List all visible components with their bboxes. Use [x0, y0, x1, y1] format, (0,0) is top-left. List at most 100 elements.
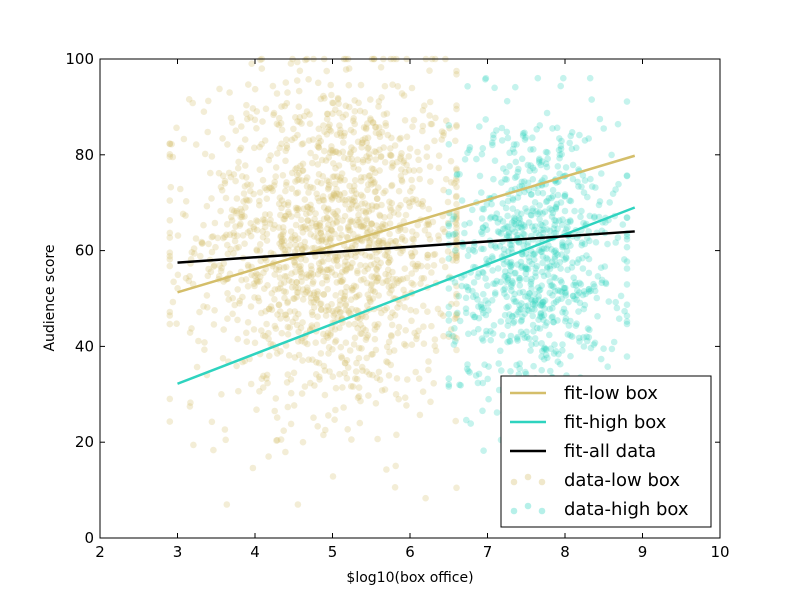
scatter-point — [587, 175, 594, 183]
scatter-point — [205, 97, 212, 105]
scatter-point — [309, 245, 316, 252]
scatter-point — [529, 134, 536, 141]
scatter-point — [372, 129, 380, 136]
scatter-point — [239, 232, 247, 239]
scatter-point — [353, 293, 361, 300]
scatter-point — [369, 287, 377, 295]
scatter-point — [320, 215, 328, 223]
scatter-point — [337, 309, 344, 317]
scatter-point — [192, 235, 200, 242]
scatter-point — [412, 262, 419, 270]
scatter-point — [166, 234, 174, 241]
scatter-point — [368, 351, 375, 358]
scatter-point — [524, 306, 531, 314]
scatter-point — [478, 150, 486, 158]
scatter-point — [419, 203, 427, 210]
scatter-point — [342, 251, 350, 258]
scatter-point — [203, 202, 211, 210]
scatter-point — [362, 336, 370, 344]
scatter-point — [386, 230, 393, 238]
scatter-point — [347, 383, 355, 390]
scatter-point — [372, 123, 379, 131]
scatter-point — [529, 250, 537, 258]
scatter-point — [552, 205, 560, 213]
scatter-point — [368, 181, 375, 188]
scatter-point — [336, 225, 344, 232]
scatter-point — [237, 213, 244, 221]
scatter-point — [558, 279, 565, 286]
scatter-point — [244, 181, 251, 188]
scatter-point — [623, 172, 631, 179]
scatter-point — [526, 167, 533, 175]
scatter-point — [535, 159, 543, 166]
scatter-point — [552, 298, 560, 306]
scatter-point — [581, 137, 589, 144]
scatter-point — [426, 112, 433, 119]
scatter-point — [452, 247, 459, 254]
scatter-point — [453, 123, 460, 130]
scatter-point — [424, 251, 431, 259]
scatter-point — [610, 338, 618, 346]
scatter-point — [576, 279, 583, 287]
scatter-point — [541, 174, 548, 182]
scatter-point — [515, 239, 523, 246]
scatter-point — [326, 121, 333, 128]
scatter-point — [542, 345, 549, 353]
scatter-point — [516, 306, 523, 313]
scatter-point — [430, 380, 438, 387]
scatter-point — [585, 135, 592, 142]
scatter-point — [388, 282, 395, 290]
scatter-point — [454, 309, 461, 317]
scatter-point — [329, 110, 336, 117]
scatter-point — [251, 116, 259, 124]
scatter-point — [269, 82, 277, 90]
scatter-point — [383, 358, 390, 365]
scatter-point — [453, 314, 460, 322]
scatter-point — [278, 103, 285, 110]
scatter-point — [347, 205, 355, 212]
scatter-point — [367, 115, 374, 122]
scatter-point — [193, 363, 201, 371]
scatter-point — [453, 229, 460, 236]
scatter-point — [263, 320, 270, 328]
scatter-point — [242, 196, 250, 203]
scatter-point — [351, 320, 359, 328]
scatter-point — [374, 435, 381, 443]
scatter-point — [558, 221, 566, 228]
scatter-point — [400, 157, 408, 165]
scatter-point — [236, 146, 243, 154]
scatter-point — [281, 215, 289, 223]
scatter-point — [265, 329, 272, 337]
scatter-point — [367, 298, 374, 306]
scatter-point — [290, 258, 298, 266]
scatter-point — [299, 245, 306, 252]
scatter-point — [562, 226, 570, 233]
scatter-point — [188, 325, 195, 332]
scatter-point — [464, 361, 471, 368]
scatter-point — [386, 254, 393, 262]
scatter-point — [349, 198, 357, 206]
scatter-point — [445, 317, 453, 324]
scatter-point — [523, 265, 531, 272]
scatter-point — [275, 200, 283, 208]
scatter-point — [568, 264, 576, 271]
scatter-point — [560, 305, 568, 313]
scatter-point — [462, 294, 470, 302]
scatter-point — [402, 211, 410, 219]
scatter-point — [322, 312, 330, 319]
scatter-point — [349, 286, 357, 293]
scatter-point — [342, 359, 349, 367]
scatter-point — [336, 278, 344, 285]
scatter-point — [435, 164, 443, 172]
scatter-point — [489, 267, 496, 274]
scatter-point — [255, 297, 263, 305]
scatter-point — [425, 221, 433, 229]
scatter-point — [361, 135, 369, 142]
scatter-point — [297, 162, 304, 170]
scatter-point — [452, 137, 459, 145]
scatter-point — [243, 101, 250, 109]
scatter-point — [462, 309, 470, 317]
scatter-point — [509, 312, 516, 320]
scatter-point — [578, 241, 585, 249]
scatter-point — [580, 219, 587, 227]
